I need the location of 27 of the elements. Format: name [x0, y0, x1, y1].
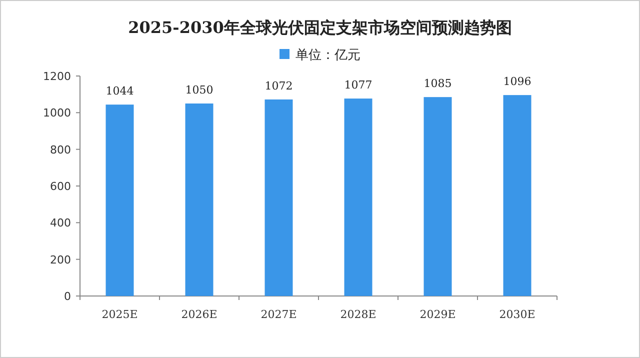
bar	[106, 104, 134, 296]
x-tick-label: 2030E	[499, 308, 536, 321]
x-tick-label: 2028E	[340, 308, 376, 321]
legend-label: 单位：亿元	[296, 48, 360, 63]
x-tick-label: 2027E	[260, 308, 297, 321]
bar	[503, 95, 532, 296]
y-tick-label: 1200	[43, 70, 71, 83]
data-label: 1072	[264, 79, 293, 92]
data-label: 1050	[185, 84, 214, 96]
data-label: 1044	[106, 84, 134, 98]
bar	[344, 98, 372, 296]
data-label: 1096	[503, 75, 532, 88]
y-tick-label: 800	[50, 143, 71, 156]
y-tick-label: 400	[50, 216, 71, 230]
y-tick-label: 0	[64, 290, 71, 303]
chart-title: 2025-2030年全球光伏固定支架市场空间预测趋势图	[128, 18, 512, 37]
y-tick-label: 600	[50, 180, 71, 193]
x-tick-label: 2026E	[181, 308, 218, 321]
x-tick-label: 2029E	[420, 308, 456, 321]
bar	[264, 99, 293, 296]
y-tick-label: 200	[50, 253, 71, 266]
bar	[424, 97, 452, 296]
data-label: 1077	[344, 78, 372, 92]
bar	[185, 104, 214, 296]
data-label: 1085	[424, 77, 452, 90]
x-tick-label: 2025E	[102, 308, 138, 321]
y-tick-label: 1000	[43, 106, 71, 120]
